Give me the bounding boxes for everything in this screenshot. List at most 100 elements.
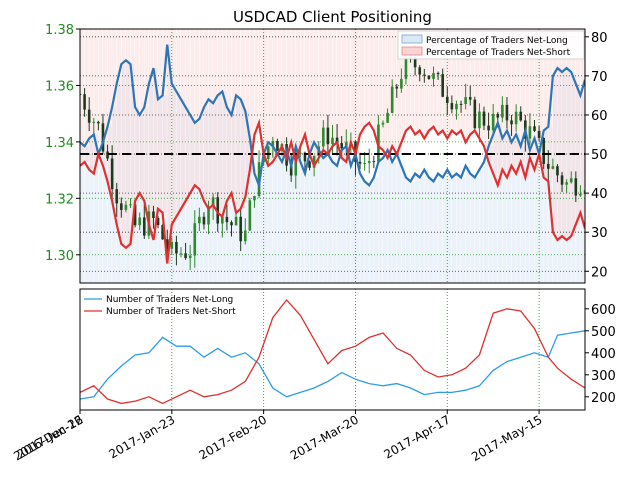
candle-body [276,141,279,151]
candle-body [400,78,403,89]
net-long-band [102,142,108,283]
candle-body [432,72,435,79]
net-long-band [350,165,356,283]
net-short-band [158,29,163,209]
net-short-band [327,29,333,155]
net-long-band [387,150,392,283]
net-long-band [203,107,209,283]
net-short-band [185,29,190,201]
candle-body [303,152,307,162]
left-tick-label: 1.36 [45,79,74,94]
net-short-band [442,29,447,131]
candle-body [390,86,394,113]
candle-body [478,111,481,129]
net-short-band [190,29,195,194]
net-short-band [575,29,581,225]
net-short-band [479,29,484,139]
candle-body [234,216,238,226]
candle-body [546,163,550,169]
net-long-band [112,107,117,283]
net-long-band [121,64,126,283]
net-long-band [355,154,360,283]
net-short-band [121,29,126,244]
top-plot-area [80,29,585,283]
candle-body [322,127,325,147]
candle-body [514,111,518,125]
net-short-band [451,29,457,131]
net-long-band [401,165,406,283]
net-long-band [277,154,282,283]
net-short-band [580,29,585,213]
net-long-band [497,122,502,283]
net-long-band [309,154,314,283]
bottom-right-tick-label: 400 [591,347,616,362]
candle-body [450,103,454,110]
net-short-band [562,29,567,237]
net-short-band [116,29,121,225]
candle-body [221,216,224,224]
chart-title: USDCAD Client Positioning [233,8,432,26]
net-short-band [511,29,516,166]
net-long-band [144,107,149,283]
candle-body [184,253,187,258]
net-short-band [557,29,562,241]
net-long-band [465,165,470,283]
net-long-band [332,161,337,283]
series-net-short-pct [80,118,585,264]
candle-body [326,127,330,145]
candle-body [455,103,458,110]
net-short-band [493,29,498,174]
net-long-band [98,154,103,283]
legend-swatch-net-short [401,46,423,56]
net-short-band [373,29,379,131]
net-long-band [415,173,420,283]
net-short-band [130,29,135,244]
legend-swatch-net-long [401,34,423,44]
net-long-band [341,150,346,283]
candle-body [537,130,541,138]
net-short-band [208,29,213,209]
net-long-band [534,138,539,283]
net-long-band [282,161,287,283]
net-short-band [259,29,264,123]
candle-body [152,211,155,219]
net-short-band [484,29,489,147]
top-panel-frame [79,28,586,284]
net-long-band [272,146,278,283]
candle-body [579,193,582,196]
legend-label-net-short-count: Number of Traders Net-Short [106,307,236,317]
net-short-band [102,29,108,166]
net-long-band [364,181,369,283]
net-long-band [479,169,484,283]
net-long-band [562,71,567,283]
net-long-band [392,161,397,283]
candle-body [519,111,523,121]
net-short-band [383,29,388,151]
net-long-band [217,95,222,283]
net-short-band [268,29,273,166]
candle-body [216,197,220,224]
left-tick-label: 1.32 [45,192,74,207]
net-short-band [433,29,438,127]
net-short-band [309,29,314,155]
net-long-band [557,68,562,283]
net-short-band [323,29,328,151]
legend-label-net-long: Percentage of Traders Net-Long [426,36,568,46]
candle-body [198,216,201,224]
net-long-band [249,138,255,283]
net-short-band [341,29,346,158]
net-long-band [167,44,172,283]
candle-body [230,222,233,226]
candle-body [289,165,293,176]
net-long-band [461,177,466,283]
net-long-band [314,142,319,283]
candle-body [358,161,362,164]
candle-body [441,74,444,97]
candle-body [510,120,513,125]
net-short-band [332,29,337,147]
net-short-band [539,29,544,155]
net-short-band [470,29,475,135]
net-long-band [369,185,374,283]
